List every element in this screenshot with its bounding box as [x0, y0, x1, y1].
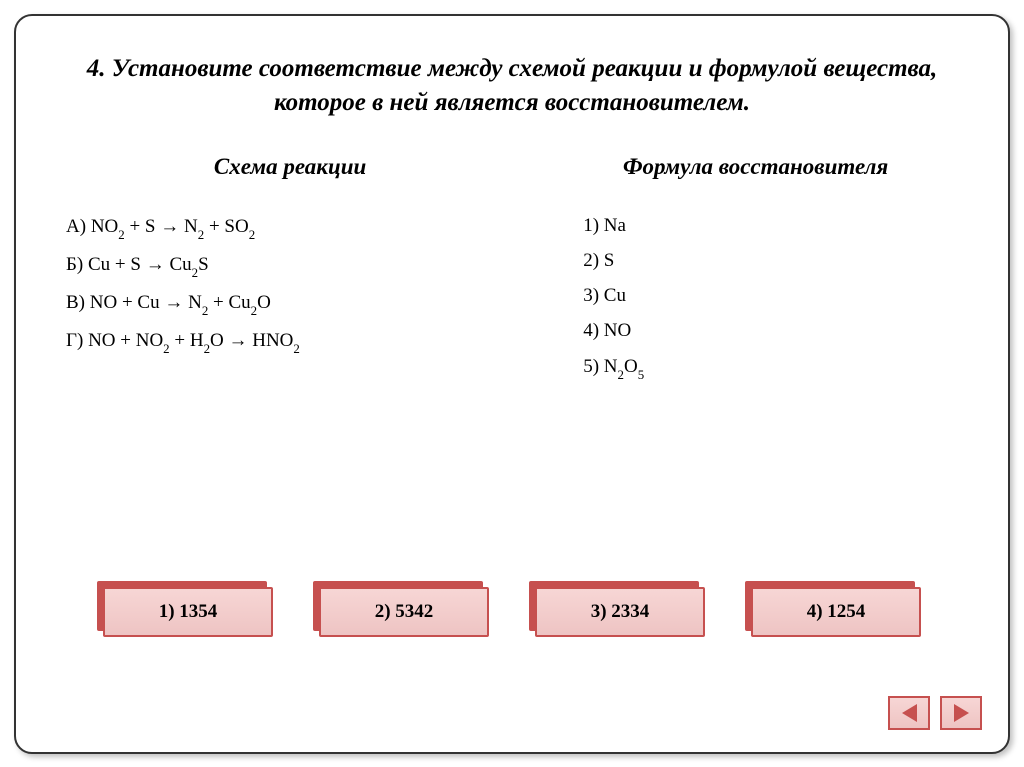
answer-label: 3)	[583, 285, 599, 306]
reactions-heading: Схема реакции	[66, 154, 514, 180]
answers-list: 1) Na 2) S 3) Cu 4) NO 5) N2O5	[583, 208, 928, 384]
answer-row: 2) S	[583, 243, 928, 278]
slide-nav	[888, 696, 982, 730]
prev-slide-button[interactable]	[888, 696, 930, 730]
option-label: 1) 1354	[103, 587, 273, 637]
answer-row: 1) Na	[583, 208, 928, 243]
answer-formula: Cu	[604, 285, 626, 306]
reaction-row: Б) Cu + S → Cu2S	[66, 246, 514, 284]
reaction-formula: NO2 + S → N2 + SO2	[91, 216, 255, 237]
reaction-label: В)	[66, 292, 85, 313]
content-columns: Схема реакции А) NO2 + S → N2 + SO2 Б) C…	[16, 130, 1008, 385]
answer-formula: Na	[604, 215, 626, 236]
reactions-list: А) NO2 + S → N2 + SO2 Б) Cu + S → Cu2S В…	[66, 208, 514, 360]
option-label: 3) 2334	[535, 587, 705, 637]
reaction-formula: Cu + S → Cu2S	[88, 254, 209, 275]
triangle-right-icon	[954, 704, 969, 722]
option-button-1[interactable]: 1) 1354	[103, 587, 273, 637]
answer-label: 1)	[583, 215, 599, 236]
reactions-column: Схема реакции А) NO2 + S → N2 + SO2 Б) C…	[66, 154, 514, 385]
option-button-3[interactable]: 3) 2334	[535, 587, 705, 637]
answer-formula: NO	[604, 320, 631, 341]
option-button-4[interactable]: 4) 1254	[751, 587, 921, 637]
option-button-2[interactable]: 2) 5342	[319, 587, 489, 637]
answer-formula: N2O5	[604, 356, 644, 377]
reaction-formula: NO + Cu → N2 + Cu2O	[90, 292, 271, 313]
option-label: 4) 1254	[751, 587, 921, 637]
reaction-row: Г) NO + NO2 + H2O → HNO2	[66, 322, 514, 360]
answer-label: 2)	[583, 250, 599, 271]
answer-formula: S	[604, 250, 615, 271]
answer-row: 5) N2O5	[583, 349, 928, 385]
reaction-row: А) NO2 + S → N2 + SO2	[66, 208, 514, 246]
answers-column: Формула восстановителя 1) Na 2) S 3) Cu …	[583, 154, 928, 385]
reaction-label: Г)	[66, 330, 83, 351]
answers-heading: Формула восстановителя	[583, 154, 928, 180]
answer-row: 4) NO	[583, 313, 928, 348]
answer-label: 4)	[583, 320, 599, 341]
answer-row: 3) Cu	[583, 278, 928, 313]
reaction-label: Б)	[66, 254, 83, 275]
reaction-formula: NO + NO2 + H2O → HNO2	[88, 330, 300, 351]
reaction-label: А)	[66, 216, 86, 237]
answer-label: 5)	[583, 356, 599, 377]
triangle-left-icon	[902, 704, 917, 722]
option-label: 2) 5342	[319, 587, 489, 637]
answer-options: 1) 1354 2) 5342 3) 2334 4) 1254	[16, 587, 1008, 637]
slide-frame: 4. Установите соответствие между схемой …	[14, 14, 1010, 754]
reaction-row: В) NO + Cu → N2 + Cu2O	[66, 284, 514, 322]
question-title: 4. Установите соответствие между схемой …	[16, 16, 1008, 130]
next-slide-button[interactable]	[940, 696, 982, 730]
